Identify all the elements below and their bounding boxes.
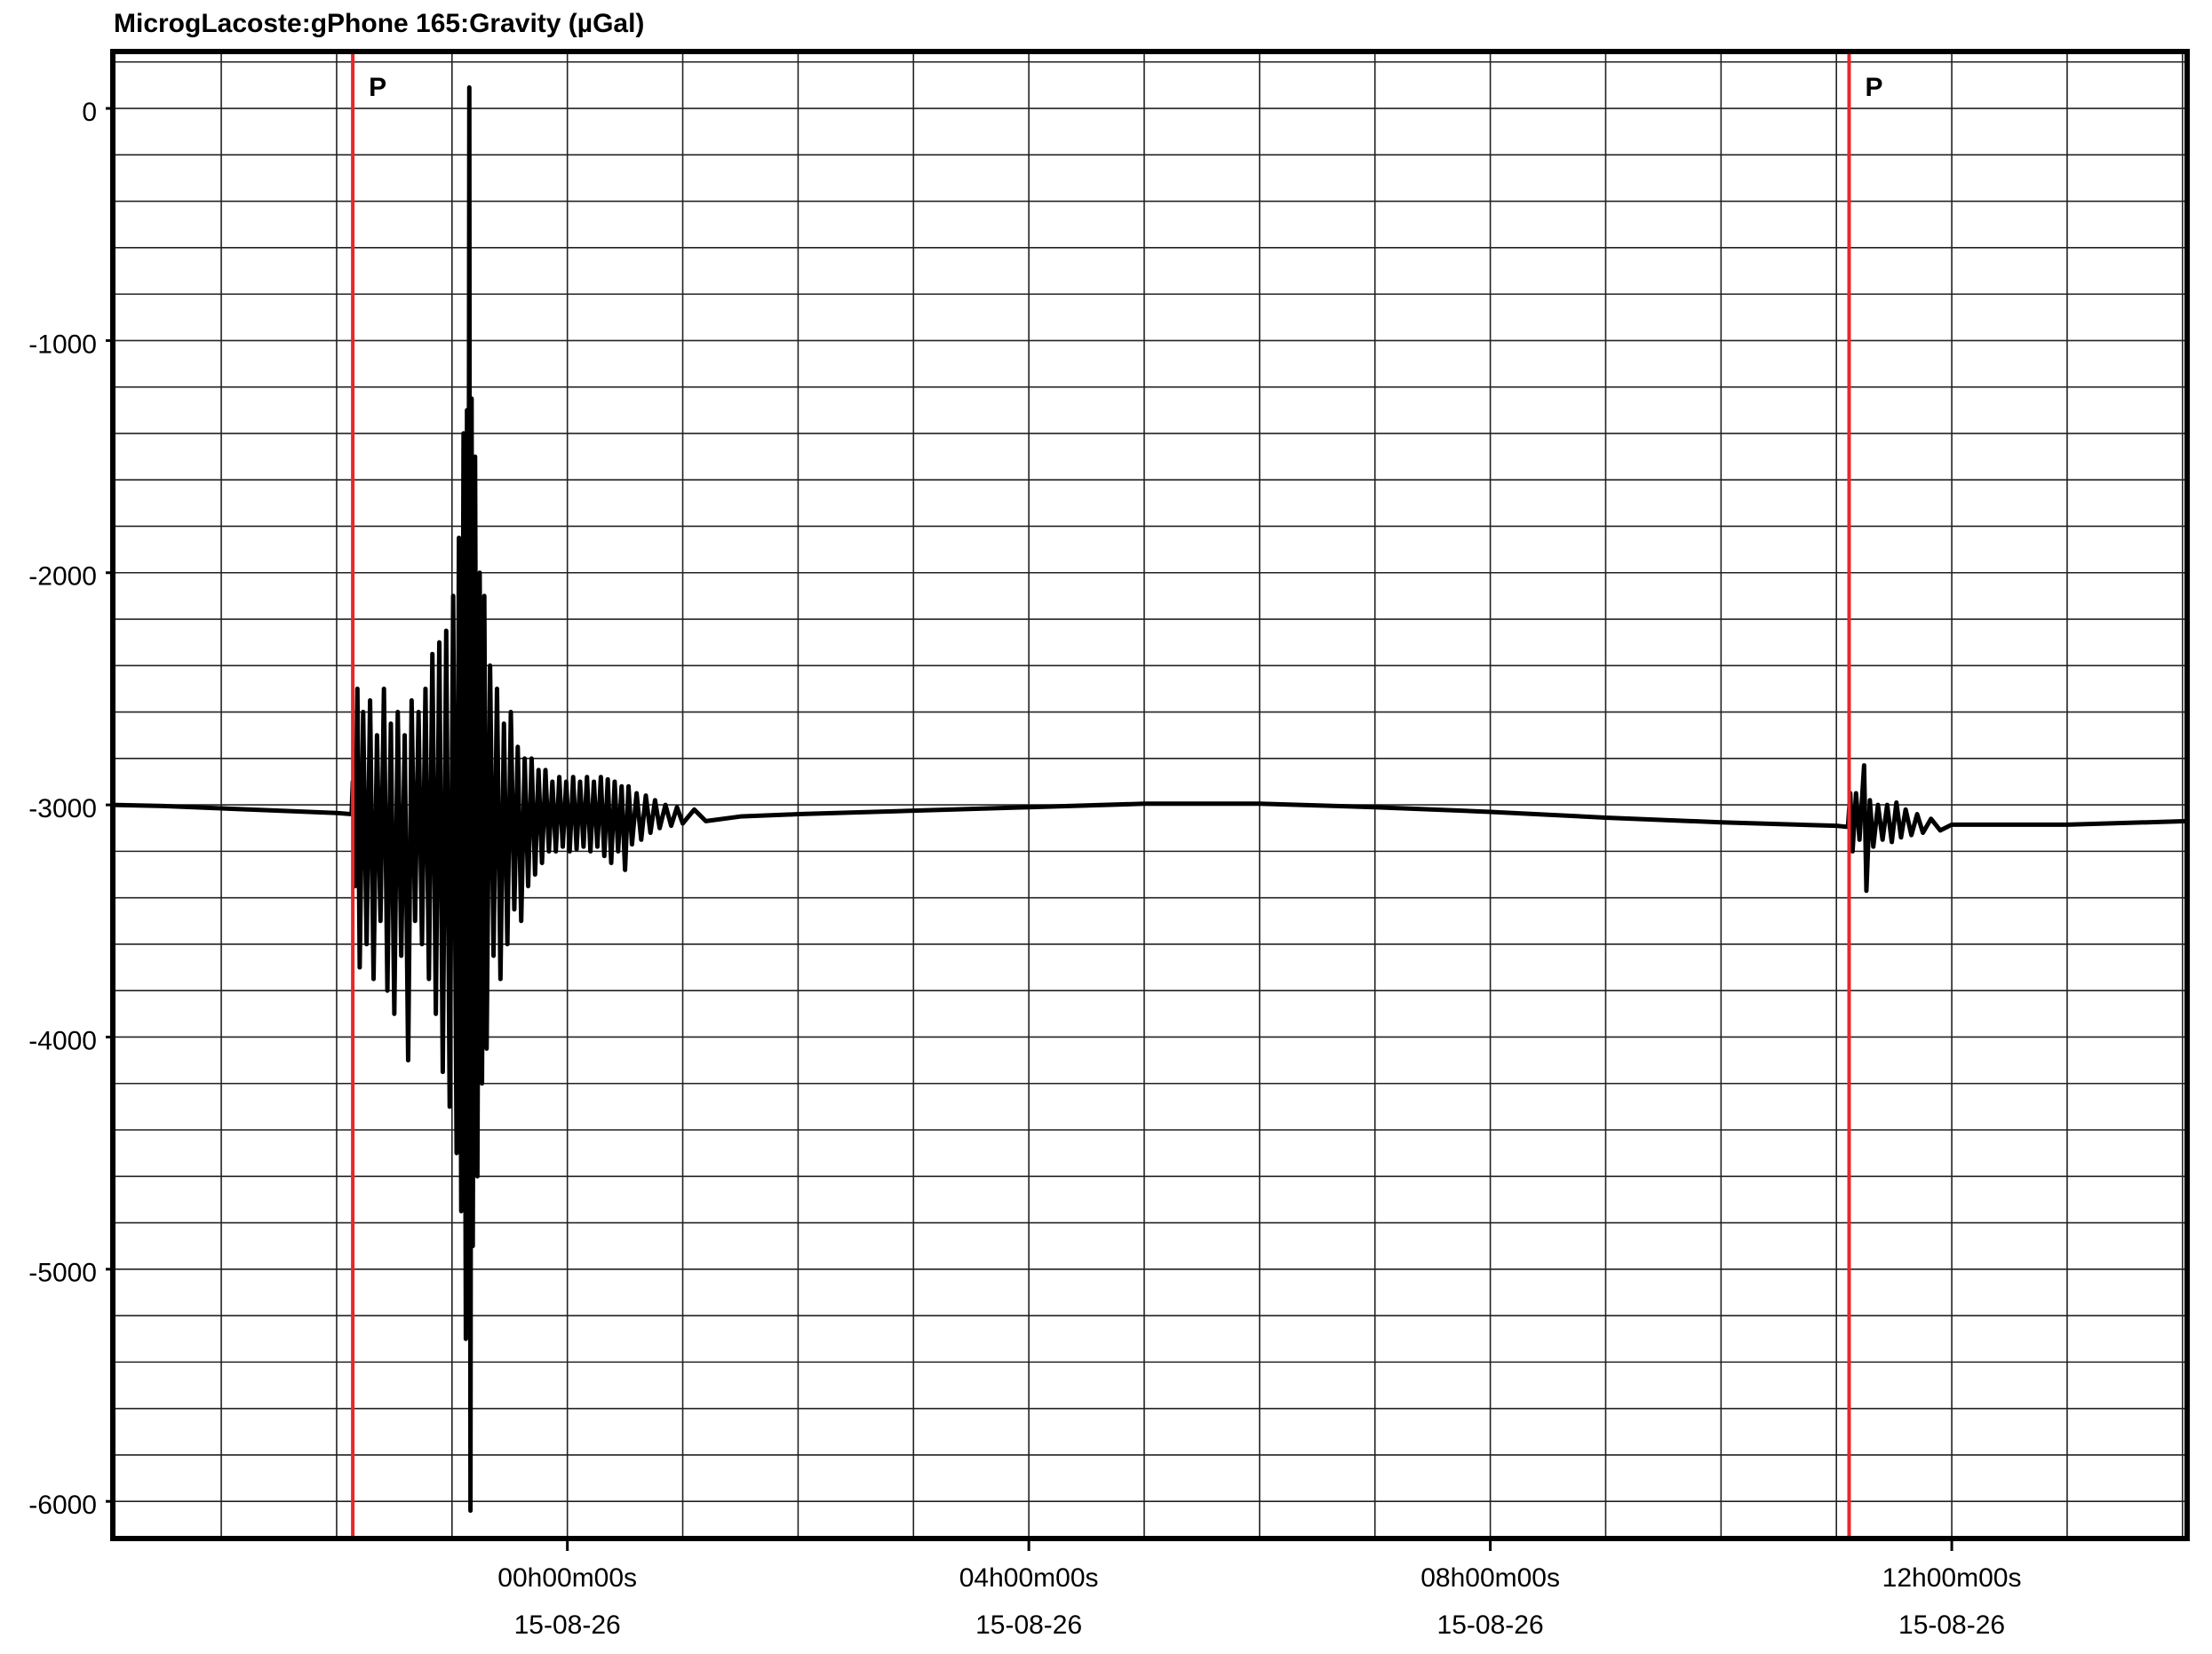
x-tick-date: 15-08-26	[1437, 1610, 1544, 1640]
x-tick-label: 08h00m00s	[1420, 1563, 1560, 1593]
y-tick-label: 0	[82, 98, 97, 127]
x-tick-label: 04h00m00s	[959, 1563, 1099, 1593]
y-tick-label: -3000	[28, 794, 97, 823]
x-tick-label: 12h00m00s	[1882, 1563, 2022, 1593]
phase-label: P	[369, 73, 386, 102]
data-line	[112, 85, 2188, 1514]
x-tick-date: 15-08-26	[1898, 1610, 2005, 1640]
y-tick-label: -2000	[28, 562, 97, 592]
chart-title: MicrogLacoste:gPhone 165:Gravity (µGal)	[114, 9, 644, 38]
y-tick-label: -6000	[28, 1491, 97, 1520]
plot-frame	[110, 49, 2190, 1541]
phase-label: P	[1865, 73, 1882, 102]
x-tick-date: 15-08-26	[975, 1610, 1082, 1640]
x-tick-label: 00h00m00s	[497, 1563, 637, 1593]
x-tick-date: 15-08-26	[514, 1610, 621, 1640]
y-tick-label: -4000	[28, 1026, 97, 1055]
y-tick-label: -5000	[28, 1259, 97, 1288]
y-tick-label: -1000	[28, 330, 97, 359]
